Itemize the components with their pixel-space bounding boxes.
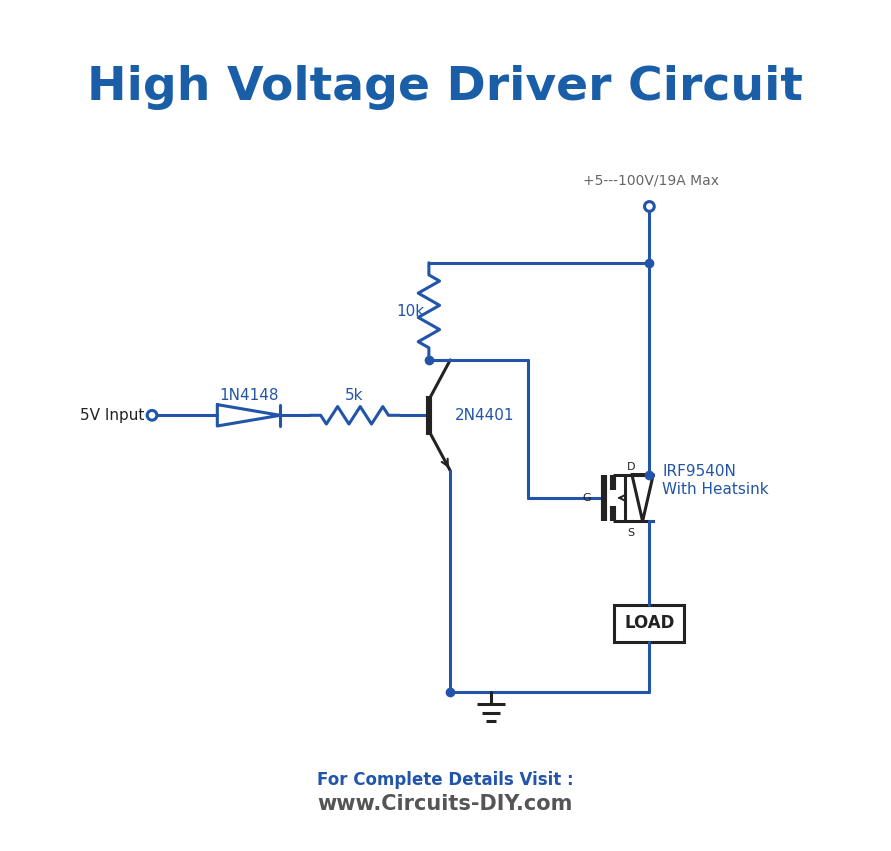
Text: 5V Input: 5V Input (80, 408, 144, 423)
Text: For Complete Details Visit :: For Complete Details Visit : (317, 770, 574, 789)
FancyBboxPatch shape (615, 605, 684, 642)
Text: 10k: 10k (396, 304, 424, 319)
Text: 2N4401: 2N4401 (455, 408, 515, 423)
Text: +5---100V/19A Max: +5---100V/19A Max (584, 174, 719, 187)
Text: IRF9540N: IRF9540N (662, 464, 736, 479)
Text: High Voltage Driver Circuit: High Voltage Driver Circuit (87, 66, 804, 111)
Text: 5k: 5k (346, 388, 364, 403)
Text: G: G (583, 493, 591, 503)
Text: With Heatsink: With Heatsink (662, 482, 769, 497)
Text: 1N4148: 1N4148 (219, 388, 279, 403)
Text: LOAD: LOAD (625, 614, 674, 632)
Text: www.Circuits-DIY.com: www.Circuits-DIY.com (318, 794, 573, 814)
Text: D: D (627, 462, 635, 471)
Text: S: S (627, 528, 634, 538)
